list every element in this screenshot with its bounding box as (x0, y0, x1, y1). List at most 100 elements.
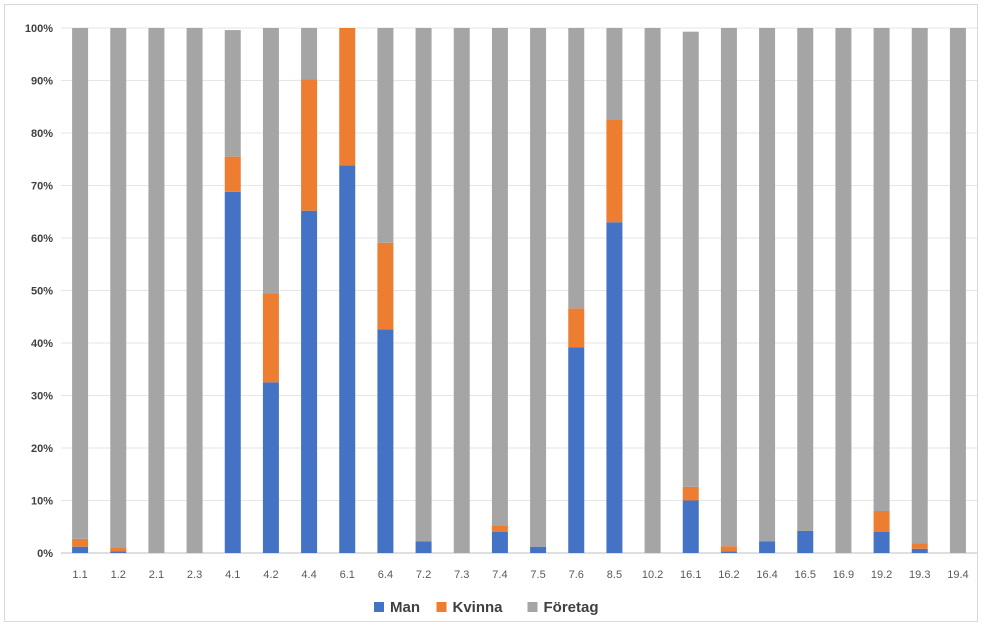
legend-label: Företag (544, 599, 599, 616)
legend-label: Kvinna (453, 599, 504, 616)
x-tick-label: 10.2 (642, 569, 663, 581)
bar-segment-f-retag (911, 28, 928, 544)
bar-segment-f-retag (682, 31, 699, 487)
bar-segment-kvinna (72, 538, 89, 547)
x-tick-label: 16.2 (718, 569, 739, 581)
y-tick-label: 10% (31, 496, 53, 508)
bar-segment-kvinna (911, 543, 928, 549)
x-tick-label: 2.1 (149, 569, 164, 581)
x-tick-label: 1.1 (72, 569, 87, 581)
bar-segment-f-retag (797, 28, 814, 531)
bar-segment-f-retag (415, 28, 432, 542)
bar-segment-f-retag (110, 28, 127, 548)
bar-segment-f-retag (606, 28, 623, 120)
x-tick-label: 16.4 (756, 569, 777, 581)
bar-segment-kvinna (720, 546, 737, 552)
bar-segment-kvinna (873, 511, 890, 532)
bar-segment-f-retag (644, 28, 661, 553)
bar-segment-f-retag (224, 30, 241, 157)
x-tick-label: 16.1 (680, 569, 701, 581)
bar-segment-f-retag (759, 28, 776, 542)
bar-segment-man (759, 541, 776, 553)
legend-swatch (436, 602, 447, 612)
bar-segment-man (491, 532, 508, 553)
bar-segment-man (911, 548, 928, 553)
y-tick-label: 60% (31, 233, 53, 245)
bar-segment-kvinna (224, 156, 241, 192)
x-tick-label: 19.2 (871, 569, 892, 581)
bar-segment-man (530, 546, 547, 553)
bar-segment-f-retag (262, 28, 279, 294)
y-tick-label: 100% (25, 23, 53, 35)
bar-segment-kvinna (301, 79, 318, 211)
y-tick-label: 50% (31, 286, 53, 298)
x-tick-label: 7.6 (569, 569, 584, 581)
x-tick-label: 16.9 (833, 569, 854, 581)
bar-segment-kvinna (606, 119, 623, 223)
bar-segment-f-retag (568, 28, 585, 309)
chart-frame (4, 4, 978, 622)
bar-segment-man (110, 551, 127, 553)
bar-segment-kvinna (110, 547, 127, 552)
legend-swatch (374, 602, 384, 612)
bar-segment-man (224, 191, 241, 554)
y-tick-label: 0% (37, 548, 53, 560)
y-axis: 0% 10% 20% 30% 40% 50% 60% 70% 80% 90% 100% (25, 23, 53, 560)
x-tick-label: 4.1 (225, 569, 240, 581)
bar-segment-man (262, 382, 279, 553)
y-tick-label: 80% (31, 128, 53, 140)
x-tick-label: 7.2 (416, 569, 431, 581)
x-tick-label: 7.3 (454, 569, 469, 581)
bar-segment-man (873, 532, 890, 553)
y-tick-label: 90% (31, 76, 53, 88)
bar-segment-kvinna (491, 525, 508, 532)
x-tick-label: 7.5 (530, 569, 545, 581)
x-tick-label: 8.5 (607, 569, 622, 581)
bar-segment-kvinna (339, 28, 356, 166)
bar-segment-kvinna (262, 293, 279, 383)
legend-label: Man (390, 599, 420, 616)
bar-segment-man (339, 165, 356, 554)
x-tick-label: 19.4 (947, 569, 968, 581)
bar-segment-man (301, 210, 318, 553)
bar-segment-man (72, 546, 89, 553)
legend-swatch (527, 602, 538, 612)
bar-segment-f-retag (720, 28, 737, 547)
bar-segment-f-retag (377, 28, 394, 243)
bar-segment-f-retag (949, 28, 966, 553)
bar-segment-man (415, 541, 432, 553)
bar-segment-man (797, 530, 814, 553)
y-tick-label: 30% (31, 391, 53, 403)
bar-segment-man (720, 551, 737, 553)
bars (72, 28, 966, 554)
bar-segment-f-retag (72, 28, 89, 539)
bar-segment-f-retag (148, 28, 165, 553)
gridlines (61, 27, 977, 554)
bar-segment-f-retag (530, 28, 547, 547)
bar-segment-f-retag (873, 28, 890, 511)
x-tick-label: 4.4 (301, 569, 316, 581)
bar-segment-f-retag (453, 28, 470, 553)
x-tick-label: 6.1 (340, 569, 355, 581)
bar-segment-f-retag (835, 28, 852, 553)
y-tick-label: 70% (31, 181, 53, 193)
x-tick-label: 6.4 (378, 569, 393, 581)
bar-segment-kvinna (568, 308, 585, 348)
bar-segment-man (377, 329, 394, 553)
x-tick-label: 7.4 (492, 569, 507, 581)
bar-segment-man (606, 222, 623, 553)
x-axis: 1.1 1.2 2.1 2.3 4.1 4.2 4.4 6.1 6.4 7.2 7.3 7.4 7.5 7… (72, 569, 968, 581)
x-tick-label: 16.5 (795, 569, 816, 581)
x-tick-label: 2.3 (187, 569, 202, 581)
y-tick-label: 20% (31, 443, 53, 455)
x-tick-label: 1.2 (111, 569, 126, 581)
bar-segment-man (682, 500, 699, 553)
x-tick-label: 19.3 (909, 569, 930, 581)
y-tick-label: 40% (31, 338, 53, 350)
bar-segment-kvinna (682, 486, 699, 501)
legend: Man Kvinna Företag (374, 599, 599, 616)
bar-segment-f-retag (186, 28, 203, 553)
bar-segment-man (568, 347, 585, 553)
bar-segment-kvinna (377, 242, 394, 330)
